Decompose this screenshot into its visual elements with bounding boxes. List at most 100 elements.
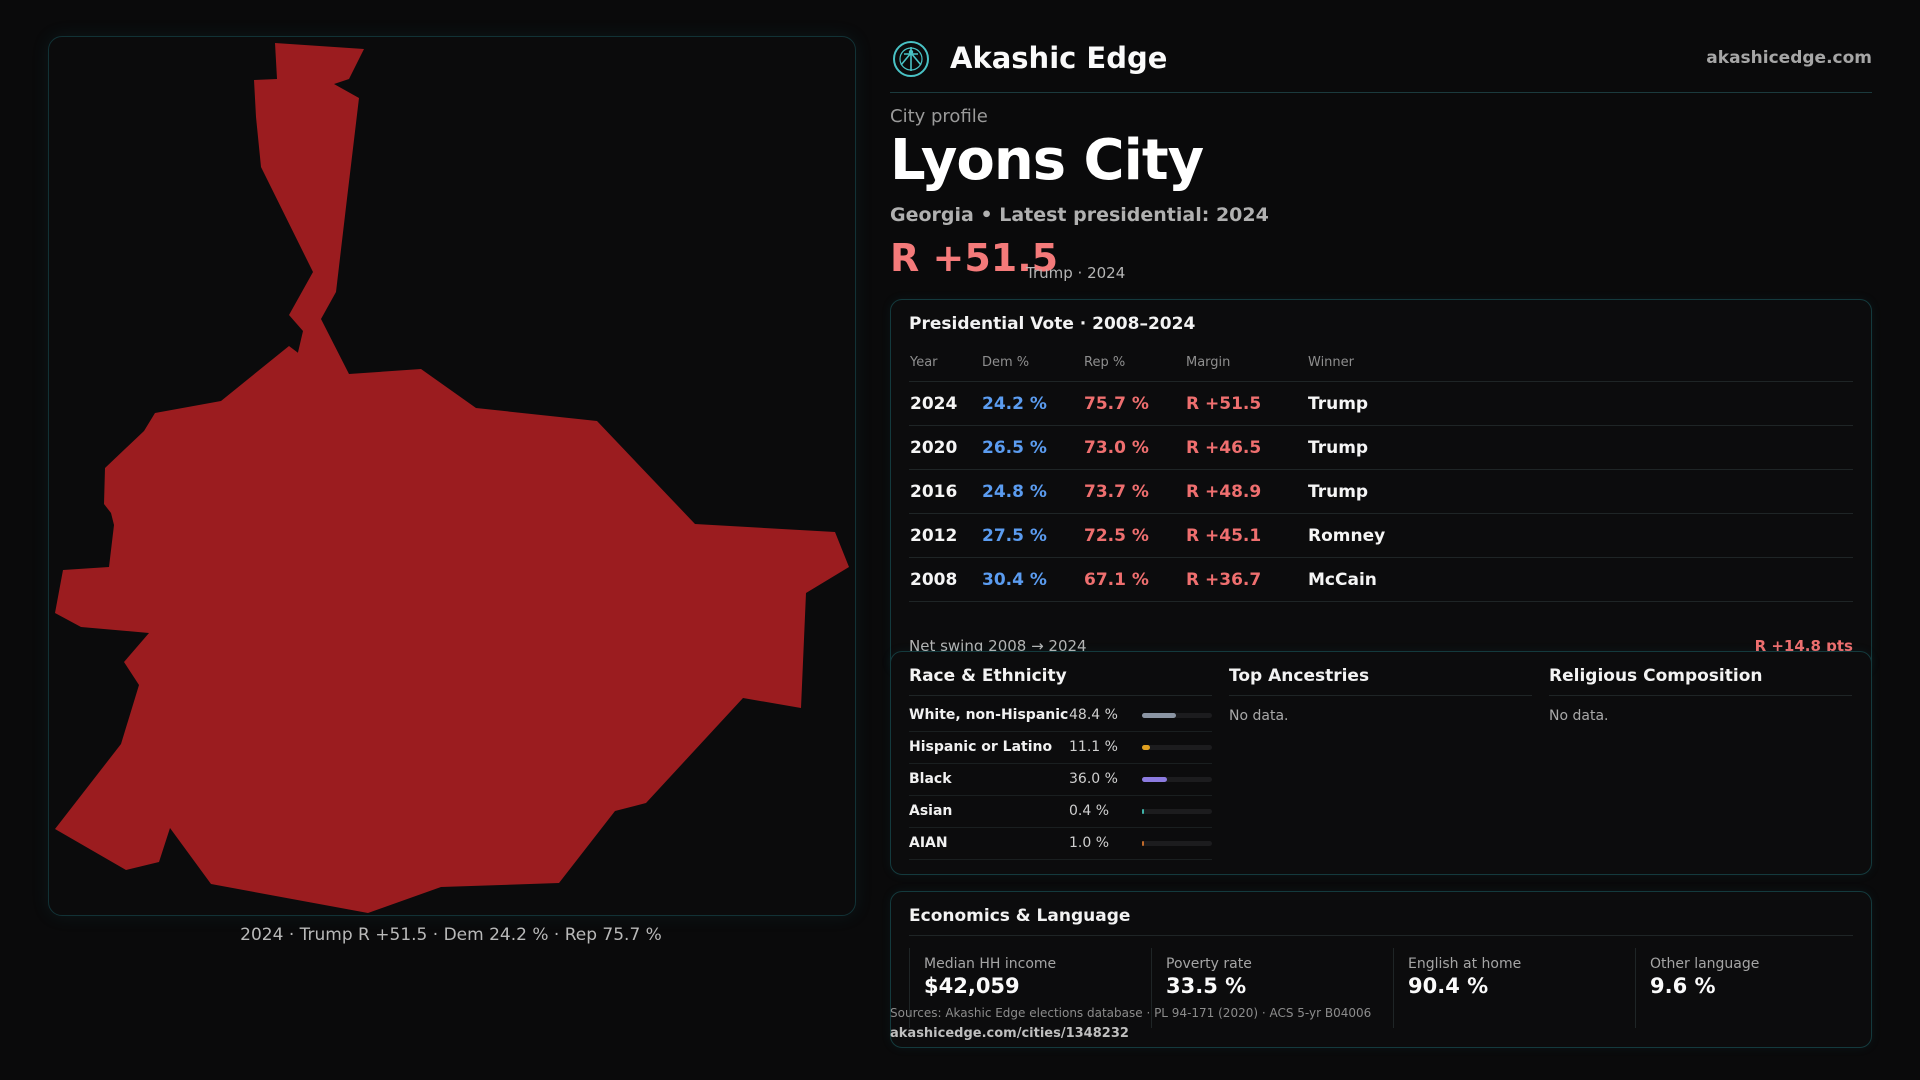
economics-title: Economics & Language — [909, 906, 1131, 926]
cell-margin: R +45.1 — [1185, 513, 1307, 558]
ancestries-empty-state: No data. — [1229, 708, 1289, 724]
stat-value: 90.4 % — [1408, 974, 1489, 998]
race-name: Hispanic or Latino — [909, 739, 1053, 755]
cell-rep-pct: 67.1 % — [1083, 557, 1185, 602]
race-pct: 48.4 % — [1069, 707, 1118, 723]
presidential-vote-title: Presidential Vote · 2008–2024 — [909, 314, 1196, 334]
city-boundary-shape[interactable] — [55, 43, 849, 913]
latest-margin-detail: Trump · 2024 — [1026, 264, 1126, 282]
latest-margin: R +51.5 — [890, 236, 1059, 280]
column-header-winner: Winner — [1307, 343, 1853, 382]
race-row: Black 36.0 % — [909, 763, 1212, 796]
race-bar-track — [1142, 713, 1212, 718]
presidential-vote-card: Presidential Vote · 2008–2024 Year Dem %… — [890, 299, 1872, 673]
cell-rep-pct: 73.7 % — [1083, 469, 1185, 514]
cell-year: 2008 — [909, 557, 981, 602]
race-row: White, non-Hispanic 48.4 % — [909, 699, 1212, 732]
map-caption: 2024 · Trump R +51.5 · Dem 24.2 % · Rep … — [240, 925, 662, 945]
religion-empty-state: No data. — [1549, 708, 1609, 724]
demographics-card: Race & Ethnicity White, non-Hispanic 48.… — [890, 651, 1872, 875]
table-row: 2024 24.2 % 75.7 % R +51.5 Trump — [909, 381, 1853, 426]
table-row: 2012 27.5 % 72.5 % R +45.1 Romney — [909, 513, 1853, 558]
cell-dem-pct: 24.2 % — [981, 381, 1083, 426]
divider — [1549, 695, 1852, 696]
race-bar-fill — [1142, 745, 1150, 750]
city-map[interactable] — [48, 36, 856, 916]
brand-header: Akashic Edge akashicedge.com — [890, 36, 1872, 93]
sources-note: Sources: Akashic Edge elections database… — [890, 1006, 1372, 1020]
race-bar-track — [1142, 745, 1212, 750]
cell-winner: Romney — [1307, 513, 1853, 558]
race-name: White, non-Hispanic — [909, 707, 1069, 723]
stat-poverty-rate: Poverty rate 33.5 % — [1151, 948, 1372, 1028]
presidential-vote-table: Year Dem % Rep % Margin Winner 2024 24.2… — [909, 343, 1853, 602]
cell-rep-pct: 73.0 % — [1083, 425, 1185, 470]
race-bar-fill — [1142, 841, 1144, 846]
stat-value: $42,059 — [924, 974, 1020, 998]
stat-label: Other language — [1650, 956, 1760, 972]
city-boundary-map — [55, 43, 849, 913]
table-row: 2008 30.4 % 67.1 % R +36.7 McCain — [909, 557, 1853, 602]
race-bar-track — [1142, 777, 1212, 782]
stat-median-income: Median HH income $42,059 — [909, 948, 1130, 1028]
column-header-dem: Dem % — [981, 343, 1083, 382]
cell-year: 2020 — [909, 425, 981, 470]
page-url-link[interactable]: akashicedge.com/cities/1348232 — [890, 1026, 1129, 1041]
brand-name[interactable]: Akashic Edge — [950, 41, 1168, 75]
stat-label: English at home — [1408, 956, 1522, 972]
race-bar-fill — [1142, 809, 1144, 814]
race-bar-track — [1142, 841, 1212, 846]
city-profile-panel: Akashic Edge akashicedge.com City profil… — [890, 36, 1872, 1048]
race-bar-fill — [1142, 777, 1168, 782]
stat-label: Median HH income — [924, 956, 1057, 972]
race-row: AIAN 1.0 % — [909, 827, 1212, 860]
cell-margin: R +36.7 — [1185, 557, 1307, 602]
race-name: Black — [909, 771, 952, 787]
brand-url-link[interactable]: akashicedge.com — [1706, 48, 1872, 68]
column-header-year: Year — [909, 343, 981, 382]
cell-year: 2012 — [909, 513, 981, 558]
cell-winner: McCain — [1307, 557, 1853, 602]
race-row: Hispanic or Latino 11.1 % — [909, 731, 1212, 764]
net-swing-label: Net swing 2008 → 2024 — [909, 637, 1087, 655]
table-header-row: Year Dem % Rep % Margin Winner — [909, 343, 1853, 382]
cell-rep-pct: 75.7 % — [1083, 381, 1185, 426]
divider — [909, 935, 1853, 936]
race-pct: 36.0 % — [1069, 771, 1118, 787]
stat-other-language: Other language 9.6 % — [1635, 948, 1856, 1028]
divider — [1229, 695, 1532, 696]
top-ancestries-title: Top Ancestries — [1229, 666, 1370, 686]
stat-value: 9.6 % — [1650, 974, 1716, 998]
race-bar-track — [1142, 809, 1212, 814]
akashic-logo-icon[interactable] — [892, 40, 930, 78]
race-ethnicity-title: Race & Ethnicity — [909, 666, 1067, 686]
race-pct: 1.0 % — [1069, 835, 1110, 851]
cell-rep-pct: 72.5 % — [1083, 513, 1185, 558]
cell-dem-pct: 27.5 % — [981, 513, 1083, 558]
page-subtitle: Georgia • Latest presidential: 2024 — [890, 204, 1269, 226]
stat-label: Poverty rate — [1166, 956, 1252, 972]
religious-composition-title: Religious Composition — [1549, 666, 1763, 686]
stat-value: 33.5 % — [1166, 974, 1247, 998]
cell-margin: R +48.9 — [1185, 469, 1307, 514]
race-bar-fill — [1142, 713, 1176, 718]
column-header-rep: Rep % — [1083, 343, 1185, 382]
page-eyebrow: City profile — [890, 106, 988, 127]
race-name: Asian — [909, 803, 953, 819]
table-row: 2016 24.8 % 73.7 % R +48.9 Trump — [909, 469, 1853, 514]
economics-card: Economics & Language Median HH income $4… — [890, 891, 1872, 1048]
cell-dem-pct: 30.4 % — [981, 557, 1083, 602]
cell-margin: R +46.5 — [1185, 425, 1307, 470]
cell-winner: Trump — [1307, 381, 1853, 426]
race-pct: 0.4 % — [1069, 803, 1110, 819]
table-row: 2020 26.5 % 73.0 % R +46.5 Trump — [909, 425, 1853, 470]
cell-dem-pct: 24.8 % — [981, 469, 1083, 514]
cell-year: 2016 — [909, 469, 981, 514]
divider — [909, 695, 1212, 696]
cell-margin: R +51.5 — [1185, 381, 1307, 426]
cell-winner: Trump — [1307, 469, 1853, 514]
cell-year: 2024 — [909, 381, 981, 426]
race-row: Asian 0.4 % — [909, 795, 1212, 828]
race-name: AIAN — [909, 835, 948, 851]
race-pct: 11.1 % — [1069, 739, 1118, 755]
